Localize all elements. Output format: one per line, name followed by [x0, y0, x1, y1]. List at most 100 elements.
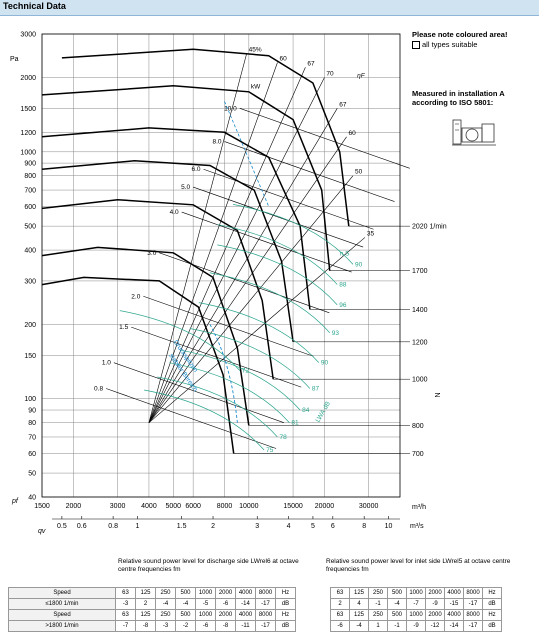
- efficiency-axis-name: ηF: [357, 72, 366, 79]
- x-tick-label-m3h: 3000: [110, 503, 126, 510]
- table-cell: 2000: [215, 609, 236, 621]
- table-cell: 500: [387, 609, 407, 621]
- power-label: 3.0: [147, 250, 156, 257]
- sound-curve: [180, 349, 301, 411]
- sound-curve: [217, 224, 338, 285]
- efficiency-ray: [148, 77, 325, 423]
- table-cell: -6: [330, 620, 350, 632]
- y-tick-label: 2000: [20, 75, 36, 82]
- efficiency-ray: [148, 237, 366, 423]
- efficiency-ray: [148, 136, 347, 423]
- table-cell: 1000: [406, 587, 426, 599]
- speed-label: 700: [412, 451, 424, 458]
- table-cell: 2000: [425, 587, 445, 599]
- table-cell: 4000: [235, 609, 256, 621]
- sound-curve: [198, 302, 320, 363]
- table-cell: -3: [155, 620, 176, 632]
- sound-curve: [217, 244, 338, 306]
- table-cell: 2: [135, 598, 156, 610]
- sound-label: 93: [332, 330, 340, 337]
- y-axis-sub-label: pf: [11, 498, 19, 505]
- table-row: Speed 63 125 250 500 1000 2000 4000 8000 Hz: [8, 609, 296, 621]
- speed-curve-2020: [61, 48, 350, 227]
- sound-curve: [119, 310, 241, 371]
- table-cell: -1: [368, 598, 388, 610]
- page-title: Technical Data: [3, 1, 66, 11]
- speed-label: 1200: [412, 339, 428, 346]
- sound-curve: [157, 376, 278, 438]
- table-cell: 63: [330, 609, 350, 621]
- efficiency-ray: [148, 175, 354, 423]
- speed-curve-1000: [41, 198, 274, 380]
- table-cell: Hz: [275, 587, 296, 599]
- y-tick-label: 500: [24, 224, 36, 231]
- measured-note-2: according to ISO 5801:: [412, 98, 494, 107]
- power-line-5.0: [193, 186, 364, 248]
- x-tick-label-m3s: 10: [385, 523, 393, 530]
- table-cell: -7: [115, 620, 136, 632]
- efficiency-label: 60: [349, 130, 357, 137]
- table-cell: 63: [115, 587, 136, 599]
- x-tick-label-m3s: 1.5: [177, 523, 187, 530]
- table-cell: 4000: [444, 587, 464, 599]
- x-tick-label-m3s: 5: [311, 523, 315, 530]
- sound-curve: [232, 204, 354, 265]
- ns-label: n S: [340, 251, 350, 258]
- power-label: 5.0: [181, 184, 190, 191]
- speed-curve-800: [41, 246, 250, 426]
- y-tick-label: 200: [24, 322, 36, 329]
- sound-curve: [189, 328, 311, 389]
- discharge-sound-table: Speed 63 125 250 500 1000 2000 4000 8000 Hz ≤1800 …: [8, 587, 296, 632]
- table-cell: 1: [368, 620, 388, 632]
- sound-label: 90: [321, 360, 329, 367]
- table-cell: -7: [406, 598, 426, 610]
- x-tick-label-m3h: 30000: [359, 503, 379, 510]
- all-types-note: all types suitable: [412, 40, 477, 50]
- table-cell: -2: [175, 620, 196, 632]
- table-cell: dB: [275, 598, 296, 610]
- y-tick-label: 300: [24, 278, 36, 285]
- table-cell: 125: [135, 587, 156, 599]
- speed-label: 800: [412, 423, 424, 430]
- table-row: 63 125 250 500 1000 2000 4000 8000 Hz: [330, 587, 502, 599]
- speed-curve-1200: [41, 160, 294, 342]
- fan-performance-chart: 3000200015001200100090080070060050040030…: [10, 32, 447, 536]
- table-cell: 4: [349, 598, 369, 610]
- table-cell: Hz: [482, 609, 502, 621]
- inlet-caption: Relative sound power level for inlet sid…: [326, 558, 511, 573]
- speed-curve-1400: [41, 127, 311, 310]
- sound-curve: [144, 389, 265, 451]
- y-tick-label: 60: [28, 451, 36, 458]
- table-row: 63 125 250 500 1000 2000 4000 8000 Hz: [330, 609, 502, 621]
- table-cell: 63: [330, 587, 350, 599]
- y-axis-label: Pa: [10, 56, 19, 63]
- lwa-label: LWA dB: [315, 400, 332, 423]
- table-cell: -4: [175, 598, 196, 610]
- table-cell: 125: [349, 587, 369, 599]
- sound-curve: [209, 272, 331, 333]
- power-label: 4.0: [170, 209, 179, 216]
- efficiency-ray: [148, 108, 338, 423]
- table-cell: 250: [368, 587, 388, 599]
- table-cell: 1000: [406, 609, 426, 621]
- table-cell: -9: [425, 598, 445, 610]
- table-cell: 125: [349, 609, 369, 621]
- y-tick-label: 70: [28, 434, 36, 441]
- table-cell: 2000: [215, 587, 236, 599]
- y-tick-label: 100: [24, 396, 36, 403]
- table-cell: -4: [349, 620, 369, 632]
- table-cell: -6: [215, 598, 236, 610]
- x-tick-label-m3h: 20000: [315, 503, 335, 510]
- table-cell: 8000: [255, 609, 276, 621]
- sound-label: 90: [355, 261, 363, 268]
- table-cell: -17: [463, 620, 483, 632]
- stability-boundary-upper: [224, 101, 270, 207]
- efficiency-label: 60: [279, 55, 287, 62]
- y-tick-label: 40: [28, 495, 36, 502]
- power-label: 10.0: [224, 105, 237, 112]
- table-cell: Hz: [482, 587, 502, 599]
- table-cell: 500: [175, 587, 196, 599]
- power-label: 1.5: [119, 324, 128, 331]
- speed-label: 1000: [412, 377, 428, 384]
- efficiency-label: 50: [355, 169, 363, 176]
